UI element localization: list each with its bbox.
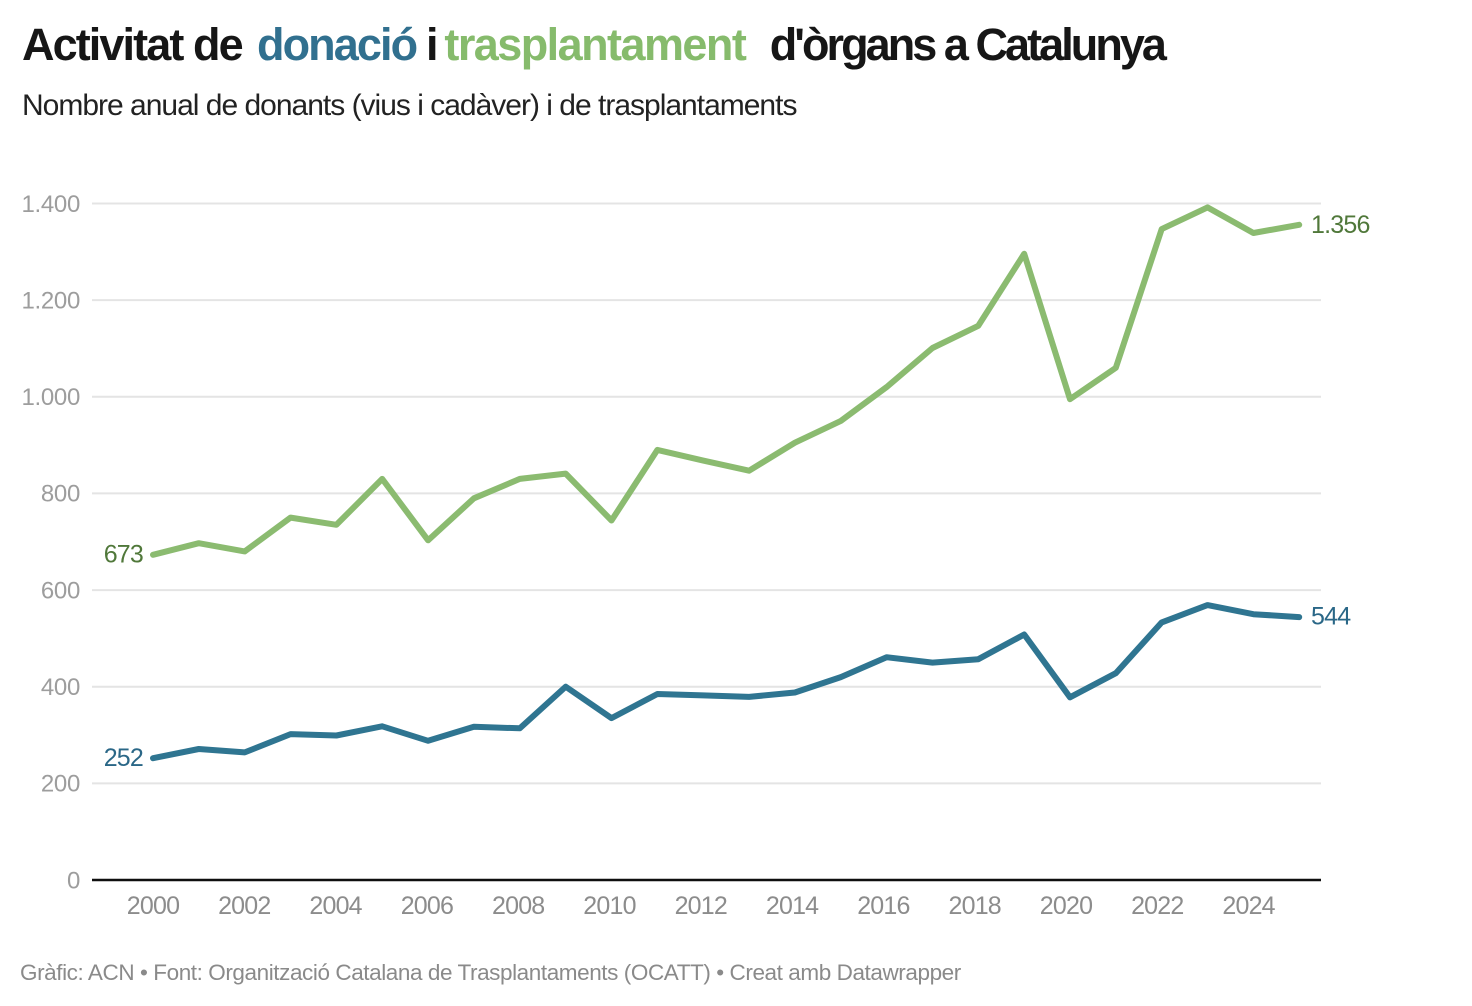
svg-text:252: 252 xyxy=(104,744,143,772)
svg-text:2022: 2022 xyxy=(1131,892,1183,920)
svg-text:2008: 2008 xyxy=(492,892,544,920)
svg-text:2004: 2004 xyxy=(309,892,362,920)
svg-text:600: 600 xyxy=(41,577,80,604)
svg-text:800: 800 xyxy=(41,481,80,508)
svg-text:2018: 2018 xyxy=(948,892,1000,920)
svg-text:400: 400 xyxy=(41,674,80,701)
svg-text:2020: 2020 xyxy=(1040,892,1092,920)
svg-text:1.356: 1.356 xyxy=(1311,211,1370,239)
svg-text:200: 200 xyxy=(41,771,80,798)
svg-text:1.000: 1.000 xyxy=(21,384,80,411)
svg-text:1.200: 1.200 xyxy=(21,287,80,314)
svg-text:1.400: 1.400 xyxy=(21,191,80,218)
svg-text:2010: 2010 xyxy=(583,892,635,920)
svg-text:2024: 2024 xyxy=(1222,892,1275,920)
svg-text:2002: 2002 xyxy=(218,892,270,920)
svg-text:2006: 2006 xyxy=(401,892,453,920)
svg-text:2014: 2014 xyxy=(766,892,819,920)
svg-text:2016: 2016 xyxy=(857,892,909,920)
svg-text:Gràfic: ACN • Font: Organitzac: Gràfic: ACN • Font: Organització Catalan… xyxy=(20,960,962,985)
svg-text:0: 0 xyxy=(67,867,80,894)
svg-text:673: 673 xyxy=(104,541,143,569)
svg-text:544: 544 xyxy=(1311,603,1351,631)
svg-text:2012: 2012 xyxy=(675,892,727,920)
svg-text:Nombre anual de donants (vius: Nombre anual de donants (vius i cadàver)… xyxy=(22,89,796,122)
svg-text:2000: 2000 xyxy=(127,892,179,920)
